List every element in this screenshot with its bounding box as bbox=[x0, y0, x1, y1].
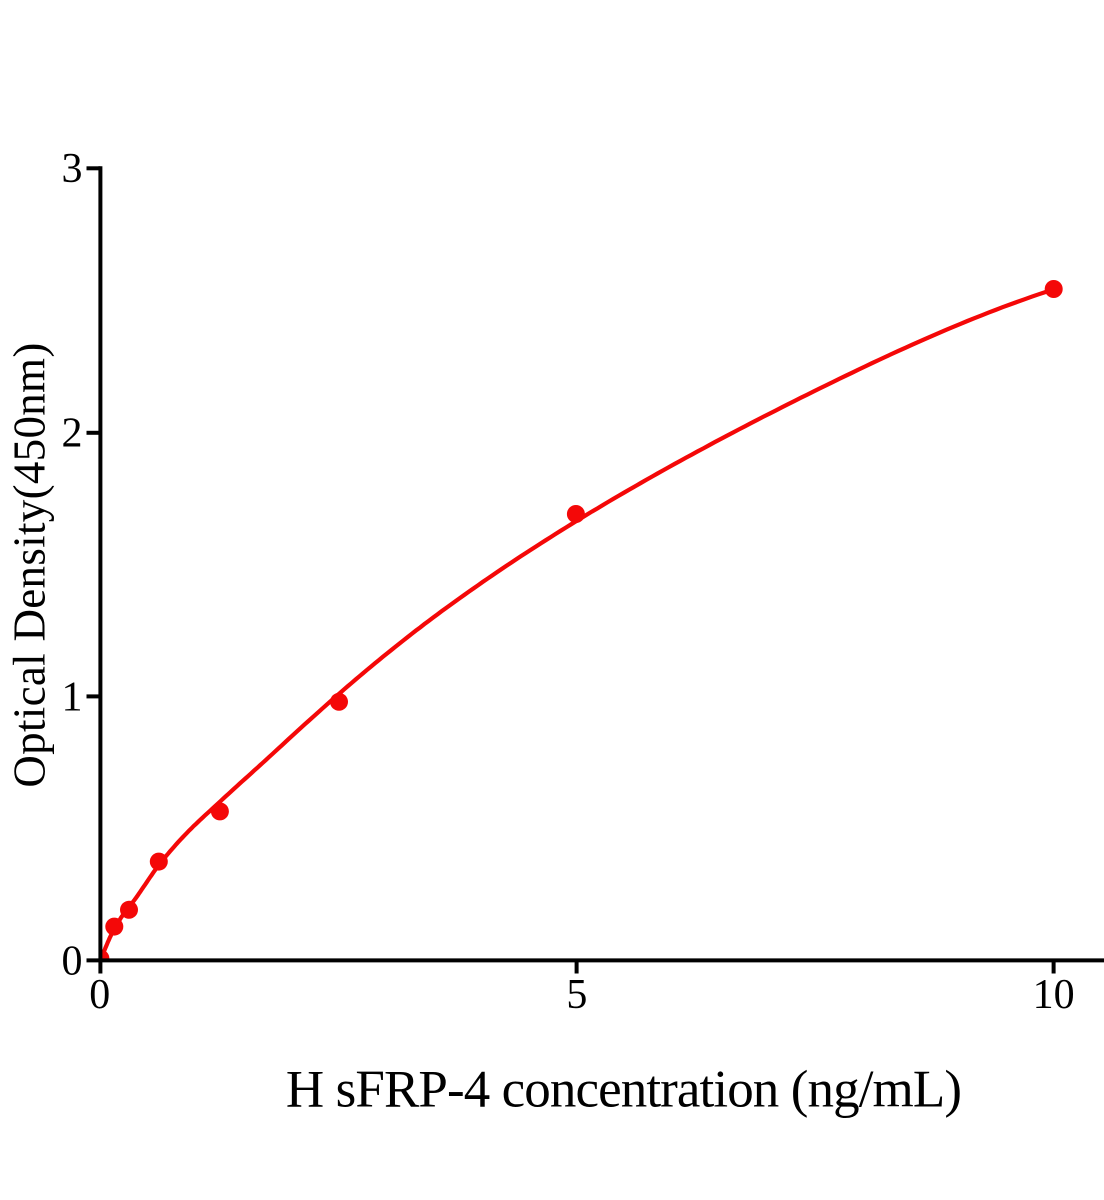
svg-text:0: 0 bbox=[89, 972, 110, 1018]
svg-text:0: 0 bbox=[62, 938, 83, 984]
svg-text:Optical Density(450nm): Optical Density(450nm) bbox=[5, 342, 55, 787]
svg-text:3: 3 bbox=[62, 146, 83, 192]
svg-text:H sFRP-4 concentration (ng/mL): H sFRP-4 concentration (ng/mL) bbox=[286, 1061, 961, 1119]
svg-text:2: 2 bbox=[62, 411, 83, 457]
svg-text:10: 10 bbox=[1033, 972, 1075, 1018]
svg-text:1: 1 bbox=[62, 674, 83, 720]
svg-text:5: 5 bbox=[566, 972, 587, 1018]
